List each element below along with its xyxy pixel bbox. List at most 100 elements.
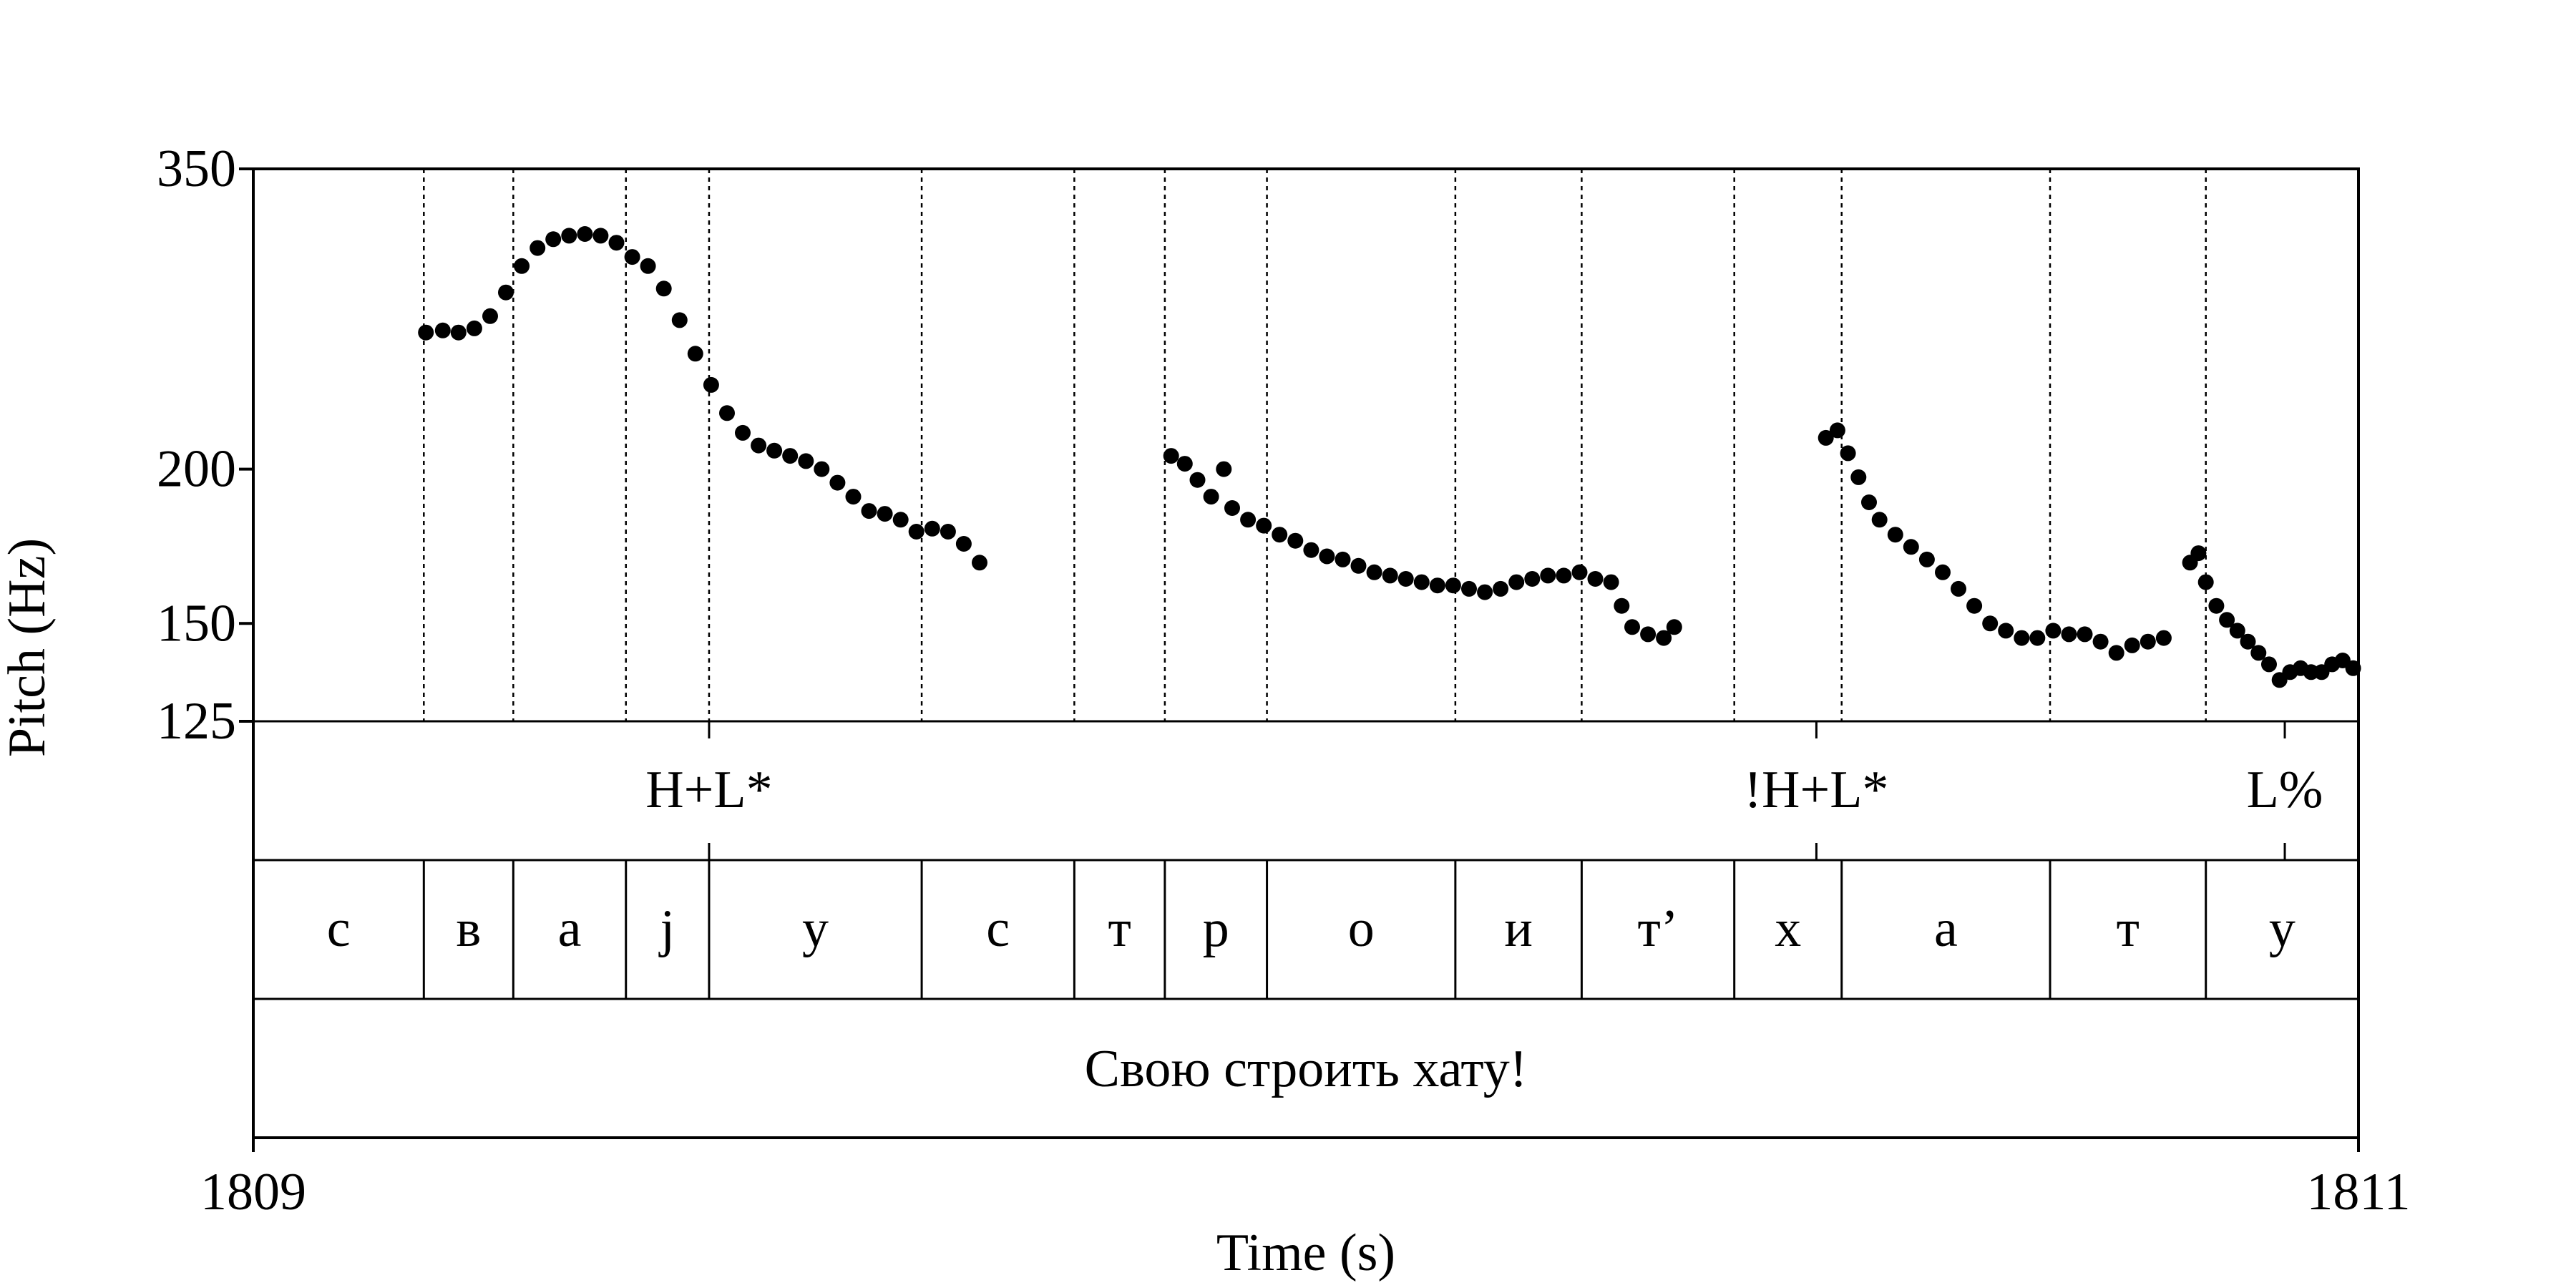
axes: 125 150 200 350 — [157, 140, 2360, 1152]
y-tick-label: 200 — [157, 440, 236, 499]
pitch-point — [1935, 564, 1951, 580]
pitch-point — [1413, 574, 1430, 590]
pitch-point — [434, 322, 451, 338]
segment-label: т — [1108, 899, 1131, 958]
pitch-point — [687, 346, 703, 362]
pitch-point — [845, 489, 862, 505]
pitch-point — [1256, 517, 1272, 534]
x-tick-label-start: 1809 — [200, 1163, 306, 1221]
pitch-point — [2219, 612, 2235, 628]
pitch-point — [1656, 630, 1672, 646]
pitch-point — [1461, 580, 1477, 597]
pitch-point — [1840, 445, 1856, 462]
pitch-point — [2197, 574, 2214, 590]
pitch-point — [1240, 512, 1257, 528]
pitch-point — [1903, 539, 1919, 555]
pitch-point — [2014, 630, 2030, 646]
segment-label: у — [802, 899, 829, 958]
pitch-point — [2155, 630, 2172, 646]
segment-boundaries — [423, 169, 2207, 721]
pitch-point — [1366, 564, 1382, 580]
pitch-point — [766, 442, 783, 459]
pitch-point — [1887, 527, 1903, 543]
pitch-point — [2061, 626, 2077, 643]
segment-label: о — [1348, 899, 1375, 958]
pitch-point — [577, 226, 593, 242]
pitch-point — [2261, 656, 2277, 673]
tone-label: !H+L* — [1744, 761, 1888, 819]
tone-label: H+L* — [645, 761, 772, 819]
x-axis-label: Time (s) — [1216, 1224, 1395, 1282]
segment-label: в — [456, 899, 481, 958]
pitch-point — [1587, 571, 1604, 587]
pitch-point — [1829, 422, 1845, 439]
pitch-point — [592, 228, 609, 244]
pitch-point — [655, 280, 672, 297]
pitch-point — [640, 258, 656, 274]
segment-label: х — [1775, 899, 1801, 958]
pitch-point — [2240, 633, 2256, 650]
pitch-point — [1818, 429, 1834, 446]
pitch-point — [530, 240, 546, 256]
pitch-point — [1524, 571, 1541, 587]
pitch-point — [972, 555, 987, 571]
pitch-point — [2092, 633, 2109, 650]
segment-label: с — [986, 899, 1010, 958]
pitch-point — [1640, 626, 1657, 643]
pitch-point — [418, 324, 434, 341]
pitch-point — [1163, 448, 1179, 464]
pitch-point — [861, 503, 877, 519]
pitch-point — [1603, 574, 1619, 590]
segment-label: а — [558, 899, 582, 958]
segment-label: и — [1504, 899, 1533, 958]
pitch-point — [1203, 489, 1219, 505]
pitch-point — [2190, 545, 2207, 562]
pitch-point — [1287, 532, 1304, 549]
pitch-point — [1614, 597, 1630, 614]
pitch-point — [1382, 567, 1398, 584]
segment-label: т’ — [1638, 899, 1679, 958]
pitch-point — [1951, 580, 1966, 597]
pitch-point — [2029, 630, 2046, 646]
pitch-point — [671, 312, 688, 328]
pitch-point — [2140, 633, 2156, 650]
tone-label: L% — [2247, 761, 2323, 819]
pitch-point — [798, 453, 814, 469]
pitch-point — [498, 284, 514, 301]
annotation-tiers: H+L* !H+L* L% с в а j у с т р о и т’ х а т у — [253, 720, 2358, 1000]
pitch-point — [1493, 580, 1509, 597]
pitch-point — [1571, 564, 1588, 580]
pitch-point — [877, 506, 893, 522]
pitch-point — [1861, 494, 1877, 510]
pitch-point — [1477, 584, 1493, 600]
pitch-point — [1176, 456, 1193, 472]
pitch-point — [1224, 500, 1240, 516]
pitch-point — [1216, 461, 1232, 477]
segment-label: р — [1203, 899, 1229, 958]
pitch-point — [782, 448, 799, 464]
pitch-point — [1918, 551, 1935, 567]
pitch-point — [1966, 597, 1983, 614]
pitch-point — [1982, 615, 1999, 632]
pitch-point — [751, 437, 767, 454]
pitch-point — [1666, 619, 1682, 635]
pitch-point — [466, 320, 482, 336]
pitch-point — [1303, 542, 1319, 558]
pitch-point — [561, 228, 577, 244]
plot-frame — [252, 167, 2360, 1139]
pitch-point — [1397, 571, 1414, 587]
pitch-point — [450, 324, 467, 341]
pitch-point — [2108, 645, 2124, 661]
pitch-point — [735, 424, 751, 441]
pitch-point — [545, 231, 562, 248]
pitch-point — [1998, 623, 2014, 639]
pitch-point — [624, 249, 640, 265]
pitch-point — [1850, 469, 1867, 485]
pitch-point — [608, 235, 625, 251]
pitch-point — [829, 474, 846, 491]
pitch-point — [1189, 472, 1206, 488]
segment-label: у — [2269, 899, 2296, 958]
pitch-point — [2077, 626, 2093, 643]
pitch-point — [514, 258, 530, 274]
pitch-point — [1445, 577, 1461, 594]
